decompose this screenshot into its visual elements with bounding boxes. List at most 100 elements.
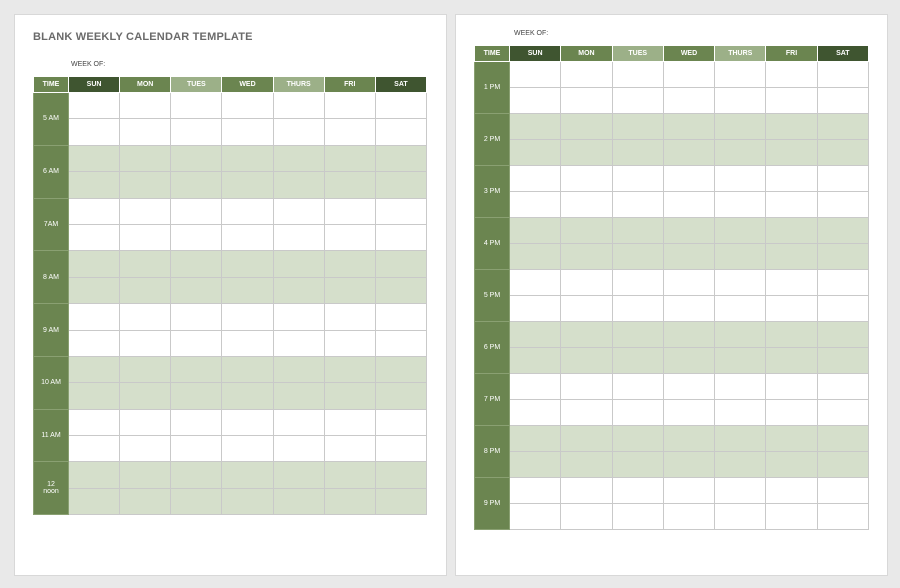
time-slot-cell[interactable] [816, 477, 870, 504]
time-slot-cell[interactable] [714, 165, 767, 192]
time-slot-cell[interactable] [272, 461, 325, 489]
time-slot-cell[interactable] [67, 355, 121, 384]
time-slot-cell[interactable] [170, 197, 223, 225]
time-slot-cell[interactable] [272, 223, 325, 252]
time-slot-cell[interactable] [67, 118, 121, 146]
time-slot-cell[interactable] [272, 118, 325, 146]
time-slot-cell[interactable] [221, 461, 274, 489]
time-slot-cell[interactable] [662, 321, 716, 348]
time-slot-cell[interactable] [560, 217, 613, 244]
time-slot-cell[interactable] [560, 321, 613, 348]
time-slot-cell[interactable] [67, 276, 121, 305]
time-slot-cell[interactable] [221, 382, 274, 410]
time-slot-cell[interactable] [323, 382, 376, 410]
time-slot-cell[interactable] [170, 355, 223, 384]
time-slot-cell[interactable] [611, 347, 664, 374]
time-slot-cell[interactable] [765, 321, 818, 348]
time-slot-cell[interactable] [714, 425, 767, 452]
time-slot-cell[interactable] [662, 217, 716, 244]
time-slot-cell[interactable] [119, 250, 172, 278]
time-slot-cell[interactable] [221, 435, 274, 463]
time-slot-cell[interactable] [560, 61, 613, 88]
time-slot-cell[interactable] [272, 144, 325, 173]
time-slot-cell[interactable] [560, 295, 613, 322]
time-slot-cell[interactable] [816, 61, 870, 88]
time-slot-cell[interactable] [67, 91, 121, 120]
time-slot-cell[interactable] [67, 408, 121, 437]
time-slot-cell[interactable] [170, 276, 223, 305]
time-slot-cell[interactable] [170, 382, 223, 410]
time-slot-cell[interactable] [662, 425, 716, 452]
time-slot-cell[interactable] [508, 373, 562, 400]
time-slot-cell[interactable] [611, 477, 664, 504]
time-slot-cell[interactable] [816, 113, 870, 140]
time-slot-cell[interactable] [662, 295, 716, 322]
time-slot-cell[interactable] [560, 373, 613, 400]
time-slot-cell[interactable] [816, 139, 870, 166]
time-slot-cell[interactable] [560, 165, 613, 192]
time-slot-cell[interactable] [119, 91, 172, 120]
time-slot-cell[interactable] [323, 250, 376, 278]
time-slot-cell[interactable] [374, 303, 428, 331]
time-slot-cell[interactable] [816, 165, 870, 192]
time-slot-cell[interactable] [67, 303, 121, 331]
time-slot-cell[interactable] [714, 321, 767, 348]
time-slot-cell[interactable] [119, 118, 172, 146]
time-slot-cell[interactable] [508, 191, 562, 218]
time-slot-cell[interactable] [662, 243, 716, 270]
time-slot-cell[interactable] [765, 451, 818, 478]
time-slot-cell[interactable] [662, 503, 716, 530]
time-slot-cell[interactable] [221, 329, 274, 357]
time-slot-cell[interactable] [611, 61, 664, 88]
time-slot-cell[interactable] [816, 87, 870, 114]
time-slot-cell[interactable] [170, 303, 223, 331]
time-slot-cell[interactable] [714, 243, 767, 270]
time-slot-cell[interactable] [611, 321, 664, 348]
time-slot-cell[interactable] [221, 197, 274, 225]
time-slot-cell[interactable] [508, 295, 562, 322]
time-slot-cell[interactable] [662, 165, 716, 192]
time-slot-cell[interactable] [662, 477, 716, 504]
time-slot-cell[interactable] [508, 399, 562, 426]
time-slot-cell[interactable] [560, 87, 613, 114]
time-slot-cell[interactable] [765, 165, 818, 192]
time-slot-cell[interactable] [221, 223, 274, 252]
time-slot-cell[interactable] [374, 461, 428, 489]
time-slot-cell[interactable] [560, 243, 613, 270]
time-slot-cell[interactable] [714, 295, 767, 322]
time-slot-cell[interactable] [508, 61, 562, 88]
time-slot-cell[interactable] [374, 408, 428, 437]
time-slot-cell[interactable] [714, 399, 767, 426]
time-slot-cell[interactable] [221, 355, 274, 384]
time-slot-cell[interactable] [221, 408, 274, 437]
time-slot-cell[interactable] [323, 197, 376, 225]
time-slot-cell[interactable] [67, 487, 121, 516]
time-slot-cell[interactable] [323, 171, 376, 199]
time-slot-cell[interactable] [119, 223, 172, 252]
time-slot-cell[interactable] [170, 487, 223, 516]
time-slot-cell[interactable] [119, 276, 172, 305]
time-slot-cell[interactable] [714, 503, 767, 530]
time-slot-cell[interactable] [714, 61, 767, 88]
time-slot-cell[interactable] [67, 197, 121, 225]
time-slot-cell[interactable] [714, 347, 767, 374]
time-slot-cell[interactable] [765, 139, 818, 166]
time-slot-cell[interactable] [508, 269, 562, 296]
time-slot-cell[interactable] [374, 144, 428, 173]
time-slot-cell[interactable] [765, 113, 818, 140]
time-slot-cell[interactable] [662, 373, 716, 400]
time-slot-cell[interactable] [560, 477, 613, 504]
time-slot-cell[interactable] [816, 451, 870, 478]
time-slot-cell[interactable] [374, 487, 428, 516]
time-slot-cell[interactable] [816, 269, 870, 296]
time-slot-cell[interactable] [221, 118, 274, 146]
time-slot-cell[interactable] [272, 276, 325, 305]
time-slot-cell[interactable] [560, 191, 613, 218]
time-slot-cell[interactable] [765, 295, 818, 322]
time-slot-cell[interactable] [611, 87, 664, 114]
time-slot-cell[interactable] [662, 87, 716, 114]
time-slot-cell[interactable] [221, 91, 274, 120]
time-slot-cell[interactable] [323, 118, 376, 146]
time-slot-cell[interactable] [662, 399, 716, 426]
time-slot-cell[interactable] [765, 217, 818, 244]
